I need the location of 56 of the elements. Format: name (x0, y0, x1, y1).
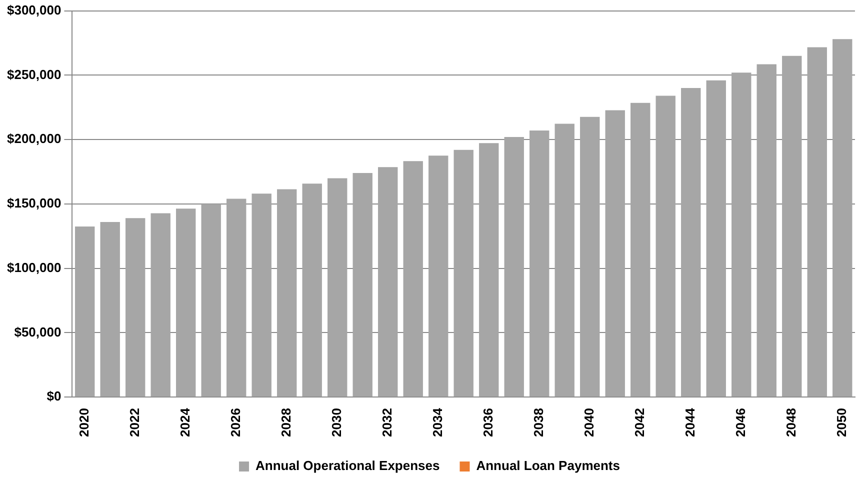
y-tick-label: $200,000 (6, 131, 62, 146)
bar (630, 102, 650, 397)
bar (75, 226, 95, 397)
bar (403, 161, 423, 397)
bar (126, 218, 146, 397)
bar (302, 184, 322, 397)
bar (100, 222, 120, 397)
bar (756, 64, 776, 397)
y-tick-label: $0 (46, 388, 62, 404)
x-tick-label: 2034 (430, 407, 445, 437)
x-tick-label: 2040 (581, 408, 596, 437)
bar (252, 194, 272, 397)
bar (428, 156, 448, 397)
bar (656, 96, 676, 397)
legend-label: Annual Loan Payments (476, 458, 620, 474)
x-tick-label: 2048 (783, 408, 798, 437)
bar (226, 198, 246, 397)
bar (176, 208, 196, 397)
x-tick-label: 2026 (228, 408, 243, 437)
bar (832, 39, 852, 397)
y-tick-label: $150,000 (6, 196, 62, 211)
x-tick-label: 2020 (76, 408, 92, 437)
bar (352, 173, 372, 397)
bar (479, 143, 499, 397)
x-tick-label: 2044 (682, 407, 698, 437)
bar (277, 189, 297, 397)
x-tick-label: 2046 (732, 408, 748, 437)
x-tick-label: 2028 (278, 408, 294, 437)
x-tick-label: 2030 (328, 408, 344, 437)
bar (605, 110, 625, 397)
x-tick-label: 2032 (379, 408, 394, 437)
bar (504, 136, 524, 397)
x-tick-label: 2036 (480, 408, 496, 437)
bar (681, 88, 701, 397)
legend-label: Annual Operational Expenses (256, 458, 440, 474)
bar (530, 130, 550, 397)
bar (454, 150, 474, 397)
x-tick-label: 2042 (632, 408, 647, 437)
bar (580, 116, 600, 397)
bar (201, 204, 221, 397)
bar (328, 178, 348, 397)
bar (807, 47, 827, 397)
bar (782, 56, 802, 397)
bar (150, 213, 170, 397)
y-tick-label: $250,000 (6, 66, 62, 82)
x-tick-label: 2038 (530, 408, 546, 437)
bar (732, 72, 752, 397)
y-tick-label: $300,000 (6, 2, 62, 18)
bar (554, 124, 574, 397)
x-tick-label: 2050 (834, 408, 849, 437)
x-tick-label: 2022 (126, 408, 142, 437)
y-tick-label: $50,000 (14, 324, 62, 340)
x-tick-label: 2024 (177, 407, 192, 437)
bar (706, 80, 726, 397)
y-tick-label: $100,000 (6, 260, 62, 275)
bar (378, 167, 398, 397)
